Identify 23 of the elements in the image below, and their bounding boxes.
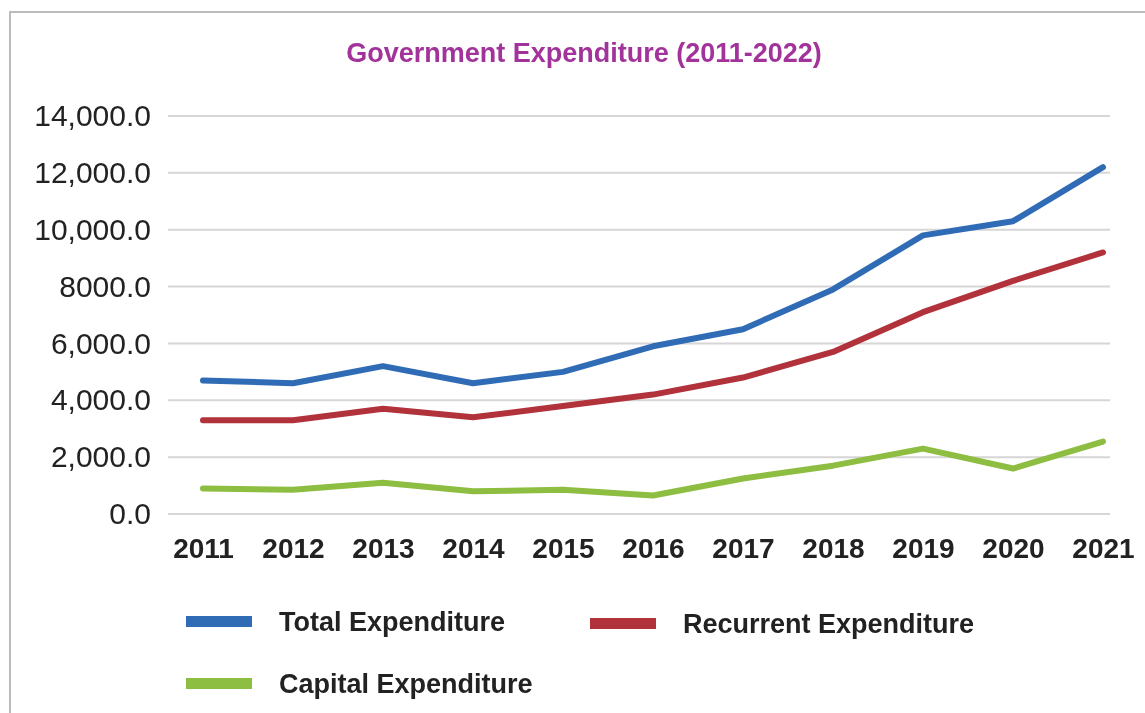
y-tick-label: 10,000.0 <box>34 212 151 246</box>
legend-label: Capital Expenditure <box>279 669 533 699</box>
x-tick-label: 2017 <box>712 532 775 564</box>
x-tick-label: 2020 <box>982 532 1045 564</box>
y-tick-label: 12,000.0 <box>34 155 151 189</box>
x-tick-label: 2014 <box>442 532 506 564</box>
x-tick-label: 2015 <box>532 532 595 564</box>
legend-label: Recurrent Expenditure <box>683 609 975 639</box>
y-tick-label: 6,000.0 <box>50 326 151 360</box>
y-tick-label: 14,000.0 <box>34 99 151 133</box>
x-tick-label: 2019 <box>892 532 955 564</box>
y-tick-label: 2,000.0 <box>50 440 151 474</box>
legend-label: Total Expenditure <box>279 607 506 637</box>
y-tick-label: 8000.0 <box>59 269 151 303</box>
x-tick-label: 2016 <box>622 532 685 564</box>
x-tick-label: 2013 <box>352 532 415 564</box>
x-tick-label: 2021 <box>1072 532 1135 564</box>
x-tick-label: 2012 <box>262 532 325 564</box>
chart-title: Government Expenditure (2011-2022) <box>346 38 822 68</box>
y-tick-label: 0.0 <box>109 497 151 531</box>
x-tick-label: 2018 <box>802 532 865 564</box>
x-tick-label: 2011 <box>173 532 234 564</box>
y-tick-label: 4,000.0 <box>50 383 151 417</box>
